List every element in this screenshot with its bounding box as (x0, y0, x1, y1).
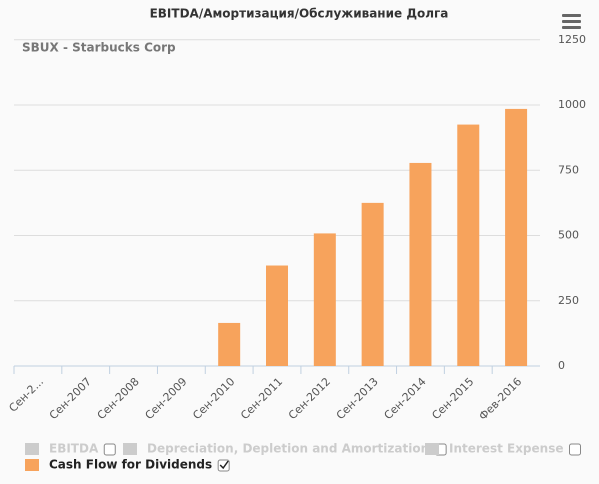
y-tick-label: 250 (558, 294, 579, 307)
y-tick-label: 750 (558, 163, 579, 176)
x-tick-label: Сен-2... (6, 375, 46, 415)
x-tick-label: Сен-2008 (95, 375, 142, 422)
bar (313, 233, 336, 366)
legend-checkbox[interactable] (569, 443, 581, 456)
bar (266, 265, 288, 366)
chart-title: EBITDA/Амортизация/Обслуживание Долга (150, 7, 449, 21)
legend-label[interactable]: Depreciation, Depletion and Amortization (147, 442, 429, 456)
checkmark (219, 460, 229, 470)
y-tick-label: 1000 (558, 98, 586, 111)
x-tick-label: Сен-2013 (334, 375, 381, 422)
bar (457, 124, 480, 366)
x-tick-label: Сен-2007 (47, 375, 94, 422)
legend-swatch (425, 443, 439, 455)
x-tick-label: Сен-2010 (190, 375, 237, 422)
menu-bar (562, 14, 581, 17)
y-tick-label: 0 (558, 359, 565, 372)
x-tick-label: Сен-2014 (382, 375, 429, 422)
legend-swatch (123, 443, 137, 455)
legend-label[interactable]: EBITDA (49, 442, 99, 456)
x-tick-label: Сен-2011 (238, 375, 285, 422)
y-tick-label: 500 (558, 229, 579, 242)
x-tick-label: Фев-2016 (476, 375, 524, 423)
bar (361, 202, 384, 366)
legend-label[interactable]: Interest Expense (449, 442, 564, 456)
chart-subtitle: SBUX - Starbucks Corp (22, 41, 176, 55)
y-tick-label: 1250 (558, 33, 586, 46)
legend-swatch (25, 443, 39, 455)
x-tick-label: Сен-2015 (429, 375, 476, 422)
bar (505, 108, 528, 366)
legend-swatch (25, 459, 39, 471)
bar (409, 162, 432, 366)
menu-bar (562, 20, 581, 23)
menu-bar (562, 26, 581, 29)
legend-label[interactable]: Cash Flow for Dividends (49, 458, 212, 472)
x-tick-label: Сен-2009 (143, 375, 190, 422)
x-tick-label: Сен-2012 (286, 375, 333, 422)
menu-button[interactable] (558, 8, 586, 34)
bar (218, 322, 241, 366)
legend-checkbox[interactable] (103, 443, 116, 456)
